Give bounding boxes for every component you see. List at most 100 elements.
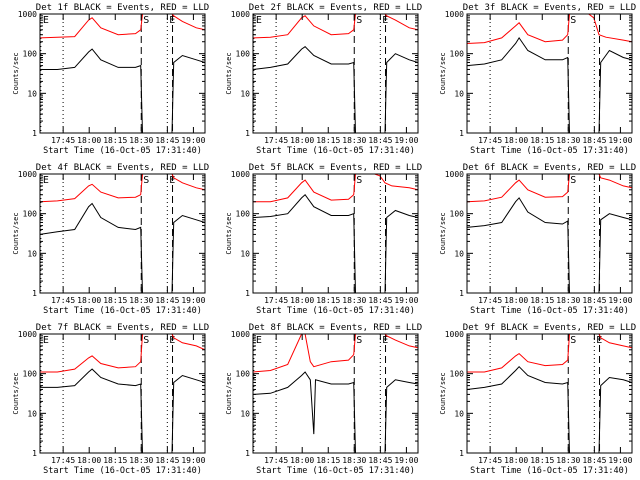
y-tick-label: 1 — [32, 129, 37, 138]
plot-frame — [39, 13, 206, 134]
series-line-lld — [467, 14, 632, 44]
event-marker-label: S — [356, 335, 362, 346]
x-tick-label: 18:45 — [155, 136, 179, 145]
y-tick-label: 1 — [32, 449, 37, 458]
y-tick-label: 1000 — [231, 170, 250, 179]
detector-panel: Det 6f BLACK = Events, RED = LLD S 1 10 100 1… — [439, 163, 636, 316]
event-marker-label: S — [143, 335, 149, 346]
x-tick-label: 17:45 — [264, 136, 288, 145]
x-tick-label: 18:15 — [103, 136, 127, 145]
x-tick-label: 18:00 — [504, 456, 528, 465]
x-tick-label: 18:15 — [103, 456, 127, 465]
y-tick-label: 10 — [240, 409, 250, 418]
x-tick-label: 19:00 — [394, 136, 418, 145]
x-tick-label: 18:30 — [129, 296, 153, 305]
y-axis-label: Counts/sec — [225, 212, 233, 254]
y-tick-label: 100 — [450, 210, 465, 219]
event-marker-label: E — [43, 15, 49, 26]
x-tick-label: 18:45 — [582, 456, 606, 465]
x-tick-label: 17:45 — [478, 456, 502, 465]
x-tick-label: 18:45 — [368, 456, 392, 465]
y-tick-label: 1000 — [445, 10, 464, 19]
x-tick-label: 18:15 — [103, 296, 127, 305]
y-tick-label: 10 — [454, 89, 464, 98]
panel-title: Det 5f BLACK = Events, RED = LLD — [249, 163, 422, 173]
x-tick-label: 19:00 — [181, 136, 205, 145]
event-marker-label: S — [143, 175, 149, 186]
x-tick-label: 17:45 — [478, 296, 502, 305]
y-tick-label: 100 — [450, 50, 465, 59]
y-tick-label: 10 — [27, 409, 37, 418]
x-tick-label: 18:30 — [342, 136, 366, 145]
y-tick-label: 10 — [240, 249, 250, 258]
x-tick-label: 18:30 — [129, 136, 153, 145]
x-tick-label: 18:00 — [290, 136, 314, 145]
y-tick-label: 1 — [32, 289, 37, 298]
x-tick-label: 18:15 — [316, 296, 340, 305]
x-tick-label: 18:15 — [530, 296, 554, 305]
x-tick-label: 18:00 — [77, 136, 101, 145]
panel-title: Det 9f BLACK = Events, RED = LLD — [463, 323, 636, 333]
plot-frame — [252, 333, 419, 454]
y-tick-label: 1000 — [231, 10, 250, 19]
event-marker-label: S — [356, 175, 362, 186]
x-tick-label: 18:00 — [290, 456, 314, 465]
x-tick-label: 17:45 — [51, 136, 75, 145]
series-line-events — [253, 193, 418, 293]
panel-title: Det 2f BLACK = Events, RED = LLD — [249, 3, 422, 13]
plot-frame — [252, 13, 419, 134]
y-tick-label: 1000 — [231, 330, 250, 339]
y-tick-label: 1000 — [18, 170, 37, 179]
x-tick-label: 18:45 — [368, 136, 392, 145]
event-marker-label: E — [43, 175, 49, 186]
detector-panel: Det 2f BLACK = Events, RED = LLDESE11010… — [225, 3, 422, 156]
x-axis-label: Start Time (16-Oct-05 17:31:40) — [43, 146, 202, 156]
plot-frame — [466, 333, 633, 454]
x-tick-label: 18:15 — [530, 456, 554, 465]
y-tick-label: 10 — [454, 249, 464, 258]
x-axis-label: Start Time (16-Oct-05 17:31:40) — [256, 146, 415, 156]
series-line-lld — [40, 174, 205, 203]
x-tick-label: 18:15 — [316, 456, 340, 465]
y-tick-label: 100 — [236, 370, 251, 379]
x-tick-label: 18:45 — [368, 296, 392, 305]
x-tick-label: 18:45 — [155, 296, 179, 305]
x-tick-label: 19:00 — [608, 296, 632, 305]
x-tick-label: 19:00 — [181, 456, 205, 465]
x-tick-label: 18:00 — [77, 296, 101, 305]
detector-panel: Det 4f BLACK = Events, RED = LLDESE11010… — [12, 163, 209, 316]
detector-panel: Det 1f BLACK = Events, RED = LLDESE11010… — [12, 3, 209, 156]
series-line-events — [467, 365, 632, 453]
y-tick-label: 1 — [459, 449, 464, 458]
x-tick-label: 19:00 — [181, 296, 205, 305]
x-tick-label: 18:00 — [290, 296, 314, 305]
x-tick-label: 19:00 — [608, 136, 632, 145]
y-tick-label: 10 — [27, 249, 37, 258]
series-line-lld — [253, 334, 418, 373]
x-tick-label: 18:15 — [316, 136, 340, 145]
series-line-events — [467, 36, 632, 133]
detector-panel: Det 9f BLACK = Events, RED = LLDSE110100… — [439, 323, 636, 476]
y-axis-label: Counts/sec — [439, 52, 447, 94]
event-marker-label: E — [256, 15, 262, 26]
y-tick-label: 100 — [236, 210, 251, 219]
y-tick-label: 1 — [459, 129, 464, 138]
x-axis-label: Start Time (16-Oct-05 17:31:40) — [43, 306, 202, 316]
y-axis-label: Counts/sec — [12, 372, 20, 414]
y-tick-label: 100 — [23, 210, 38, 219]
plot-frame — [39, 333, 206, 454]
y-tick-label: 100 — [23, 370, 38, 379]
series-line-lld — [467, 174, 632, 203]
x-tick-label: 17:45 — [264, 456, 288, 465]
x-tick-label: 19:00 — [394, 296, 418, 305]
y-tick-label: 100 — [23, 50, 38, 59]
y-tick-label: 10 — [27, 89, 37, 98]
panel-title: Det 8f BLACK = Events, RED = LLD — [249, 323, 422, 333]
panel-title: Det 3f BLACK = Events, RED = LLD — [463, 3, 636, 13]
x-tick-label: 19:00 — [394, 456, 418, 465]
detector-panel: Det 5f BLACK = Events, RED = LLD S 1 10 100 1… — [225, 163, 422, 316]
series-line-events — [40, 368, 205, 453]
panel-title: Det 4f BLACK = Events, RED = LLD — [36, 163, 209, 173]
panel-title: Det 6f BLACK = Events, RED = LLD — [463, 163, 636, 173]
